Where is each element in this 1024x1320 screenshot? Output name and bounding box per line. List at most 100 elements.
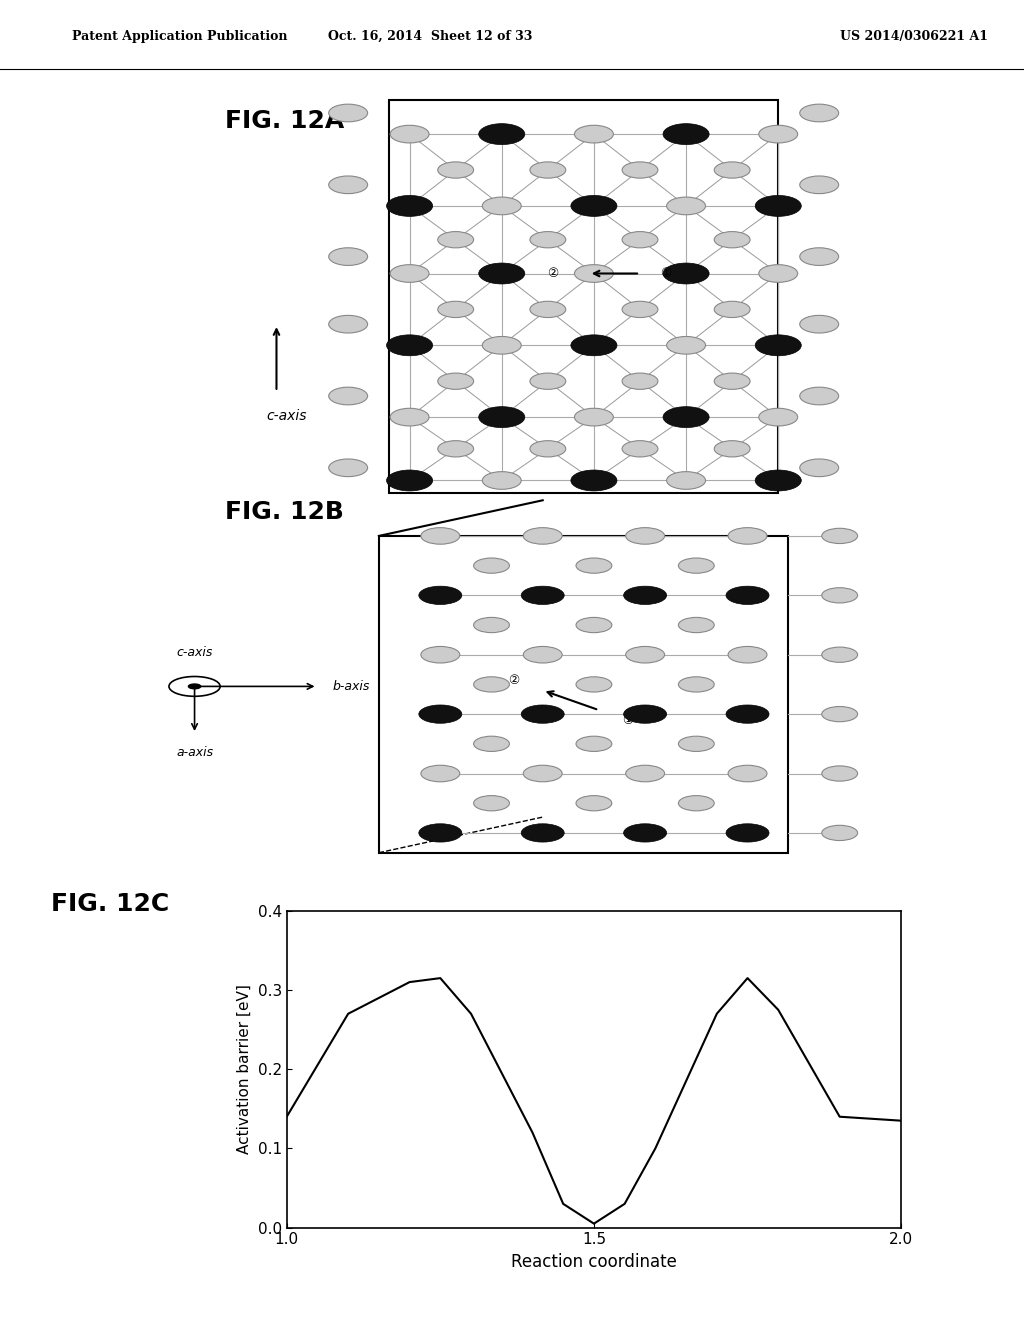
Ellipse shape [755,470,801,491]
Ellipse shape [329,248,368,265]
Ellipse shape [530,301,565,318]
Ellipse shape [478,263,524,284]
Ellipse shape [624,705,667,723]
Ellipse shape [530,162,565,178]
Ellipse shape [438,231,473,248]
Ellipse shape [679,618,715,632]
Text: Patent Application Publication: Patent Application Publication [72,30,287,42]
Ellipse shape [482,197,521,215]
Text: ②: ② [548,267,558,280]
Ellipse shape [679,558,715,573]
Ellipse shape [623,231,658,248]
Ellipse shape [473,558,510,573]
Text: Oct. 16, 2014  Sheet 12 of 33: Oct. 16, 2014 Sheet 12 of 33 [328,30,532,42]
Ellipse shape [679,737,715,751]
Ellipse shape [800,176,839,194]
Ellipse shape [387,195,433,216]
Ellipse shape [473,677,510,692]
Ellipse shape [726,586,769,605]
Ellipse shape [755,335,801,356]
Text: ①: ① [660,267,671,280]
Ellipse shape [755,195,801,216]
Ellipse shape [759,265,798,282]
Ellipse shape [575,737,611,751]
Ellipse shape [329,459,368,477]
Ellipse shape [821,647,857,663]
Ellipse shape [759,125,798,143]
Ellipse shape [624,586,667,605]
Ellipse shape [714,301,750,318]
Ellipse shape [714,231,750,248]
Ellipse shape [523,647,562,663]
Ellipse shape [800,315,839,333]
Ellipse shape [667,197,706,215]
Ellipse shape [626,766,665,781]
Ellipse shape [728,647,767,663]
Ellipse shape [521,586,564,605]
Text: US 2014/0306221 A1: US 2014/0306221 A1 [840,30,988,42]
Ellipse shape [821,706,857,722]
Ellipse shape [390,408,429,426]
Ellipse shape [728,528,767,544]
Ellipse shape [473,796,510,810]
Ellipse shape [574,408,613,426]
Ellipse shape [390,125,429,143]
Ellipse shape [821,825,857,841]
Ellipse shape [329,315,368,333]
Ellipse shape [626,647,665,663]
Ellipse shape [387,335,433,356]
Ellipse shape [523,766,562,781]
Ellipse shape [574,125,613,143]
Ellipse shape [575,796,611,810]
Ellipse shape [575,618,611,632]
Ellipse shape [478,124,524,145]
Ellipse shape [473,618,510,632]
Ellipse shape [571,470,616,491]
Text: FIG. 12B: FIG. 12B [225,500,344,524]
Bar [389,100,778,494]
Ellipse shape [482,337,521,354]
Ellipse shape [821,528,857,544]
Ellipse shape [329,387,368,405]
Ellipse shape [575,677,611,692]
Ellipse shape [821,766,857,781]
Ellipse shape [714,441,750,457]
Ellipse shape [530,374,565,389]
Circle shape [169,676,220,697]
Text: c-axis: c-axis [176,645,213,659]
Ellipse shape [800,104,839,121]
Ellipse shape [438,441,473,457]
Ellipse shape [521,705,564,723]
Ellipse shape [419,705,462,723]
Ellipse shape [679,677,715,692]
Ellipse shape [667,471,706,490]
Ellipse shape [390,265,429,282]
Ellipse shape [664,124,709,145]
Ellipse shape [387,470,433,491]
X-axis label: Reaction coordinate: Reaction coordinate [511,1253,677,1271]
Ellipse shape [624,824,667,842]
Ellipse shape [726,824,769,842]
Text: ②: ② [509,675,519,686]
Ellipse shape [664,407,709,428]
Circle shape [188,684,201,689]
Ellipse shape [521,824,564,842]
Text: a-axis: a-axis [176,746,213,759]
Ellipse shape [800,248,839,265]
Ellipse shape [438,301,473,318]
Ellipse shape [574,265,613,282]
Text: ①: ① [623,714,633,726]
Ellipse shape [726,705,769,723]
Text: c-axis: c-axis [266,409,307,422]
Ellipse shape [473,737,510,751]
Ellipse shape [821,587,857,603]
Ellipse shape [419,824,462,842]
Ellipse shape [421,528,460,544]
Ellipse shape [329,176,368,194]
Ellipse shape [626,528,665,544]
Ellipse shape [714,374,750,389]
Ellipse shape [530,231,565,248]
Ellipse shape [530,441,565,457]
Ellipse shape [438,162,473,178]
Ellipse shape [482,471,521,490]
